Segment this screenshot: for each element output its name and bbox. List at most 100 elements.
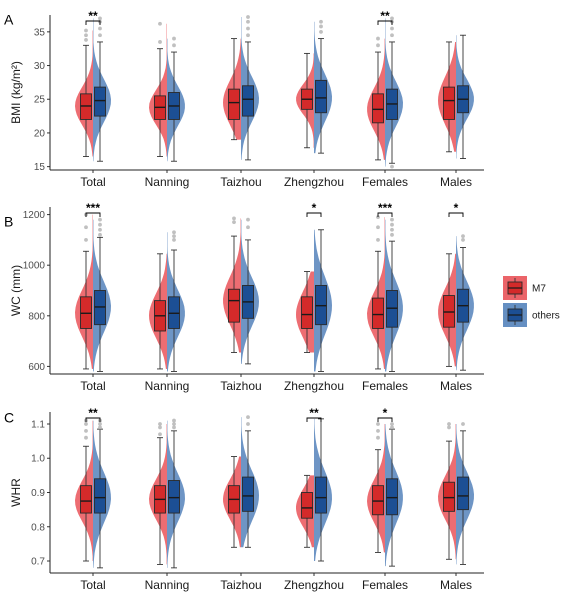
significance-bracket [85,417,101,422]
significance-label: ** [309,406,319,420]
outlier-point [390,217,394,222]
box-M7 [301,296,313,329]
outlier-point [232,216,236,221]
panel-label: A [4,11,14,27]
outlier-point [172,425,176,430]
significance-label: * [312,201,317,215]
x-tick-label: Females [362,578,408,592]
significance-label: * [383,406,388,420]
outlier-point [158,40,162,44]
outlier-point [246,33,250,38]
outlier-point [84,33,88,38]
outlier-point [158,425,162,430]
outlier-point [390,222,394,227]
outlier-point [232,220,236,225]
outlier-point [172,43,176,48]
outlier-point [98,425,102,430]
box-others [168,480,180,514]
y-tick-label: 1200 [23,210,46,221]
x-tick-label: Males [440,379,472,393]
x-tick-label: Taizhou [220,578,261,592]
significance-label: *** [378,201,392,215]
legend-label-others: others [532,311,560,322]
outlier-point [172,234,176,238]
outlier-point [98,217,102,222]
box-M7 [80,485,92,514]
outlier-point [246,26,250,31]
outlier-point [98,16,102,21]
box-others [94,86,106,117]
significance-bracket [85,20,101,25]
box-others [315,476,327,514]
violin-M7 [75,214,93,369]
box-M7 [443,86,455,120]
x-tick-label: Females [362,175,408,189]
outlier-point [98,232,102,237]
significance-label: ** [88,406,98,420]
x-tick-label: Zhengzhou [284,175,344,189]
outlier-point [98,33,102,38]
box-others [457,476,469,511]
box-M7 [301,492,313,519]
outlier-point [84,28,88,33]
outlier-point [390,33,394,38]
outlier-point [84,38,88,42]
outlier-point [172,36,176,41]
outlier-point [390,422,394,426]
outlier-point [376,237,380,242]
x-tick-label: Nanning [145,578,190,592]
outlier-point [447,422,451,426]
significance-bracket [377,212,393,217]
outlier-point [98,26,102,31]
y-tick-label: 0.7 [31,557,45,568]
legend: M7 others [503,276,560,327]
x-tick-label: Total [80,379,105,393]
outlier-point [84,237,88,242]
outlier-point [84,428,88,433]
y-tick-label: 35 [34,27,46,38]
y-tick-label: 600 [28,362,45,373]
outlier-point [158,432,162,437]
y-axis-title: WC (mm) [9,265,23,316]
outlier-point [98,222,102,227]
outlier-point [84,225,88,230]
outlier-point [172,422,176,426]
box-others [242,476,254,512]
significance-label: *** [86,201,100,215]
significance-bracket [306,212,322,217]
outlier-point [246,415,250,420]
outlier-point [246,225,250,230]
y-axis-title: WHR [9,478,23,507]
outlier-point [84,422,88,426]
outlier-point [246,19,250,24]
significance-bracket [377,20,393,25]
box-M7 [228,288,240,323]
y-tick-label: 0.9 [31,488,45,499]
outlier-point [172,237,176,242]
outlier-point [319,24,323,29]
outlier-point [390,16,394,21]
outlier-point [390,232,394,237]
outlier-point [390,227,394,232]
violin-M7 [367,217,385,369]
significance-bracket [377,417,393,422]
outlier-point [246,422,250,426]
outlier-point [376,43,380,48]
y-tick-label: 20 [34,128,46,139]
significance-label: ** [88,9,98,23]
x-tick-label: Total [80,175,105,189]
panel-label: C [4,409,14,425]
outlier-point [376,435,380,440]
outlier-point [98,227,102,232]
x-tick-label: Males [440,578,472,592]
outlier-point [390,425,394,430]
x-tick-label: Zhengzhou [284,379,344,393]
significance-bracket [448,212,464,217]
y-tick-label: 0.8 [31,522,45,533]
panel-label: B [4,213,13,229]
box-others [94,478,106,514]
violin-M7 [223,218,241,353]
significance-label: * [454,201,459,215]
